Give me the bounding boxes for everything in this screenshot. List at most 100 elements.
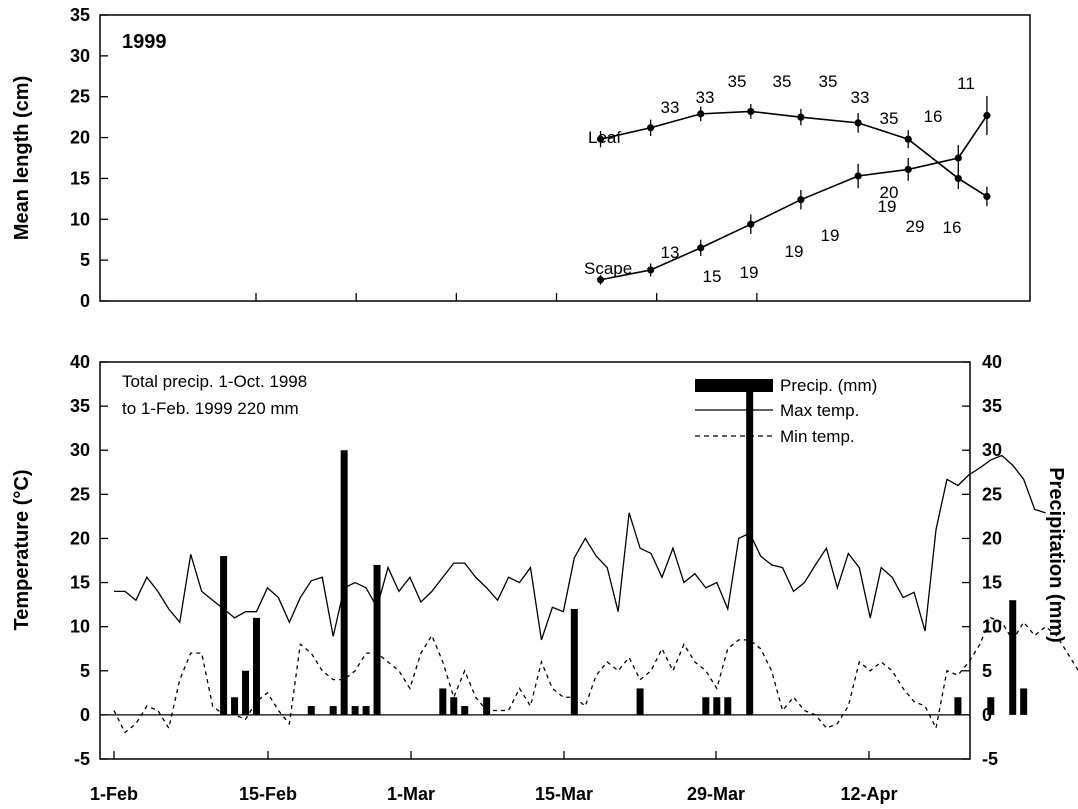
data-point [954, 174, 962, 183]
series-label-scape: Scape [584, 259, 632, 278]
right-y-tick-label: 15 [982, 573, 1002, 593]
scape-n-label: 16 [924, 107, 943, 126]
leaf-n-label: 35 [773, 72, 792, 91]
leaf-n-label: 35 [728, 72, 747, 91]
left-y-tick-label: 35 [70, 396, 90, 416]
right-y-tick-label: -5 [982, 749, 998, 769]
left-y-tick-label: 0 [80, 705, 90, 725]
x-tick-label: 15-Mar [535, 784, 593, 804]
right-y-tick-label: 35 [982, 396, 1002, 416]
precip-bar [987, 697, 995, 715]
temp-lines [113, 454, 1078, 734]
scape-n-label: 13 [661, 243, 680, 262]
precip-bar [713, 697, 721, 715]
data-point [954, 154, 962, 162]
precip-bar [450, 697, 458, 715]
top-y-ticks: 0 5 10 15 20 25 30 35 [70, 5, 108, 311]
legend-precip-label: Precip. (mm) [780, 376, 877, 395]
scape-n-label: 19 [740, 263, 759, 282]
scape-n-label: 19 [878, 197, 897, 216]
top-panel-title: 1999 [122, 31, 167, 53]
x-tick-label: 1-Mar [387, 784, 435, 804]
precip-bar [724, 697, 732, 715]
leaf-n-label: 16 [943, 218, 962, 237]
precip-bar [329, 706, 337, 715]
right-y-tick-label: 10 [982, 617, 1002, 637]
right-y-tick-label: 5 [982, 661, 992, 681]
leaf-n-label: 35 [819, 72, 838, 91]
precip-bar [483, 697, 491, 715]
precip-annotation-line1: Total precip. 1-Oct. 1998 [122, 372, 307, 391]
x-tick-label: 15-Feb [239, 784, 297, 804]
leaf-n-label: 29 [906, 217, 925, 236]
data-point [747, 107, 755, 116]
data-point [797, 196, 805, 204]
left-y-tick-label: 10 [70, 617, 90, 637]
data-point [747, 220, 755, 228]
right-y-axis-label: Precipitation (mm) [1045, 467, 1067, 643]
top-plot-frame [99, 14, 1031, 302]
precip-bar [570, 609, 578, 715]
data-point [983, 192, 991, 201]
precip-bar [1009, 600, 1017, 715]
right-y-tick-label: 25 [982, 484, 1002, 504]
precip-bar [351, 706, 359, 715]
data-point [596, 135, 605, 143]
leaf-n-label: 33 [696, 88, 715, 107]
precip-bar [461, 706, 469, 715]
precip-bar [373, 564, 381, 715]
legend-max-temp-label: Max temp. [780, 401, 859, 420]
left-y-tick-label: 5 [80, 661, 90, 681]
data-point [854, 119, 862, 127]
data-point [697, 110, 705, 118]
precip-bars [220, 379, 1028, 715]
top-y-tick-label: 35 [70, 5, 90, 25]
right-y-tick-label: 30 [982, 440, 1002, 460]
precip-bar [636, 688, 644, 715]
scape-n-label: 15 [703, 267, 722, 286]
precip-bar [1020, 688, 1028, 715]
data-point [647, 266, 655, 274]
min-temp-line [113, 617, 1078, 734]
right-y-tick-label: 40 [982, 352, 1002, 372]
precip-bar [439, 688, 447, 715]
bottom-y-ticks: -5 -5 0 0 5 5 10 10 15 15 20 20 25 25 30 30 35 35 40 40 [70, 352, 1002, 769]
top-y-tick-label: 15 [70, 168, 90, 188]
top-y-axis-label: Mean length (cm) [11, 76, 33, 240]
precip-bar [231, 697, 239, 715]
left-y-tick-label: 20 [70, 528, 90, 548]
scape-n-label: 11 [957, 74, 975, 93]
left-y-axis-label: Temperature (°C) [11, 470, 33, 631]
precip-bar [362, 706, 370, 715]
legend-min-temp-label: Min temp. [780, 427, 855, 446]
top-y-tick-label: 5 [80, 250, 90, 270]
bottom-plot-frame [99, 361, 971, 760]
data-point [797, 113, 805, 121]
right-y-tick-label: 0 [982, 705, 992, 725]
left-y-tick-label: 15 [70, 573, 90, 593]
top-y-tick-label: 10 [70, 209, 90, 229]
precip-bar [340, 450, 348, 715]
data-point [647, 124, 655, 132]
max-temp-line [114, 454, 1046, 641]
bottom-panel: Temperature (°C) Precipitation (mm) Tota… [11, 352, 1078, 804]
data-point [596, 276, 605, 284]
leaf-n-label: 35 [880, 109, 899, 128]
left-y-tick-label: -5 [74, 749, 90, 769]
top-x-ticks [255, 293, 758, 301]
scape-n-label: 19 [821, 226, 840, 245]
series-label-leaf: Leaf [588, 128, 621, 147]
right-y-tick-label: 20 [982, 528, 1002, 548]
left-y-tick-label: 30 [70, 440, 90, 460]
scape-n-label: 19 [785, 242, 804, 261]
top-y-tick-label: 20 [70, 128, 90, 148]
precip-bar [954, 697, 962, 715]
leaf-n-label: 33 [661, 98, 680, 117]
x-tick-label: 1-Feb [90, 784, 138, 804]
data-point [904, 135, 912, 143]
leaf-n-label: 33 [851, 88, 870, 107]
top-y-tick-label: 0 [80, 291, 90, 311]
data-point [854, 172, 862, 180]
